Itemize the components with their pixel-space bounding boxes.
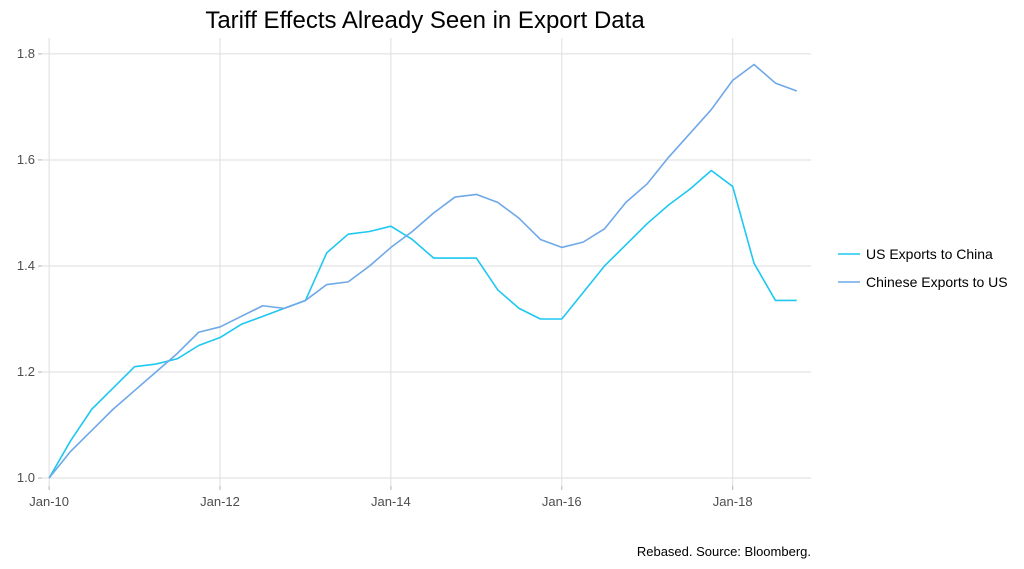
series-line-us-exports-to-china [48, 169, 797, 479]
legend-label-us-exports-to-china: US Exports to China [866, 246, 993, 262]
y-tick-label: 1.0 [17, 470, 35, 485]
y-tick-label: 1.4 [17, 258, 35, 273]
y-tick-label: 1.6 [17, 152, 35, 167]
legend-label-chinese-exports-to-us: Chinese Exports to US [866, 274, 1008, 290]
x-tick-label: Jan-14 [371, 494, 411, 509]
y-tick-label: 1.2 [17, 364, 35, 379]
x-tick-label: Jan-16 [542, 494, 582, 509]
x-tick-label: Jan-10 [29, 494, 69, 509]
chart-caption: Rebased. Source: Bloomberg. [637, 544, 811, 559]
chart-title: Tariff Effects Already Seen in Export Da… [205, 7, 645, 34]
y-tick-label: 1.8 [17, 46, 35, 61]
legend: US Exports to China Chinese Exports to US [838, 246, 1008, 290]
plot-area: 1.0 1.2 1.4 1.6 1.8 Jan-10 Jan-12 Jan-14 Jan-16 J… [17, 38, 811, 509]
x-tick-label: Jan-18 [713, 494, 753, 509]
series-line-chinese-exports-to-us [48, 63, 798, 479]
x-tick-label: Jan-12 [200, 494, 240, 509]
